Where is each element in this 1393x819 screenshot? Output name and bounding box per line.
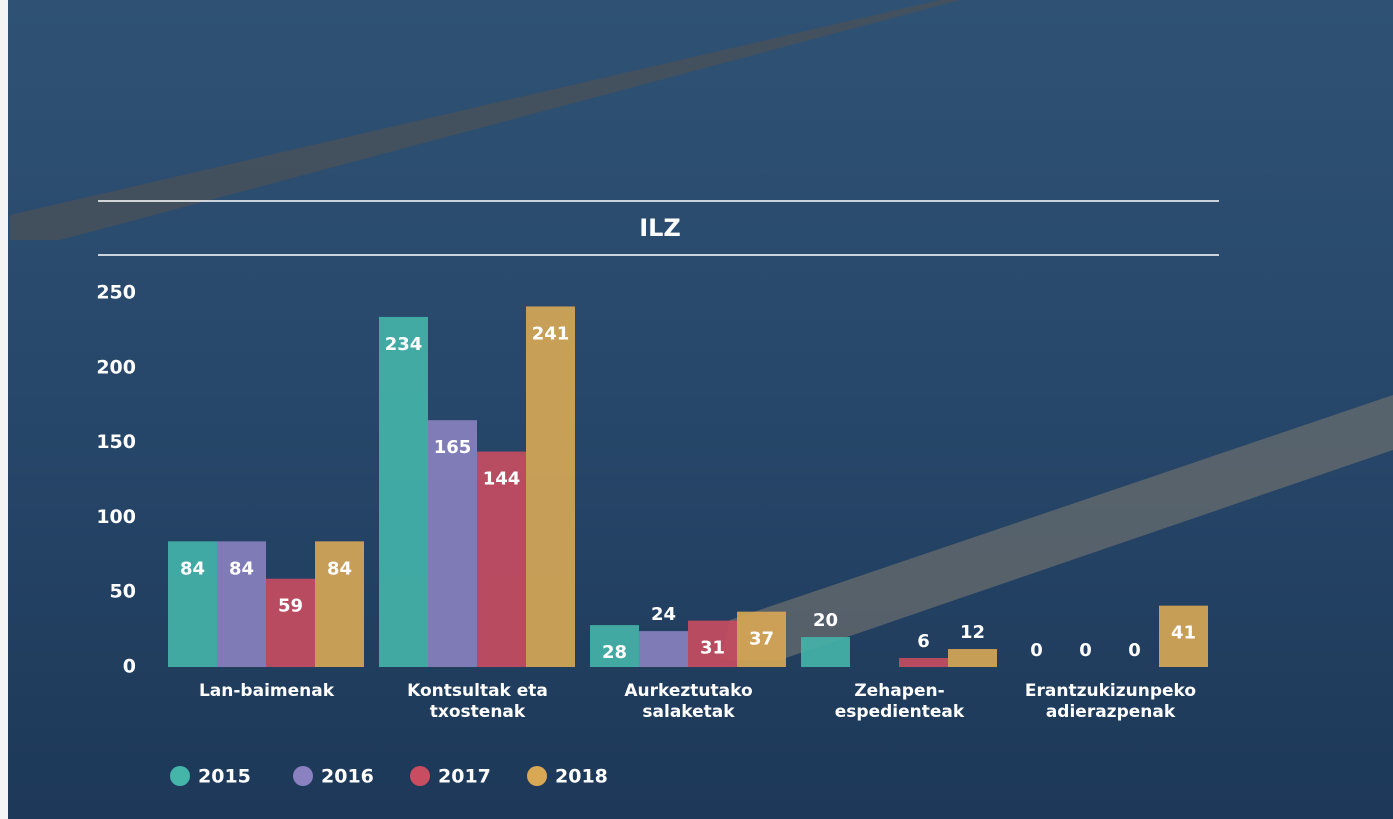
legend-swatch [410, 766, 430, 786]
bar [737, 611, 786, 667]
value-label: 20 [813, 610, 838, 631]
value-label: 84 [229, 558, 254, 579]
bar [217, 541, 266, 667]
legend-swatch [527, 766, 547, 786]
bar [428, 420, 477, 667]
value-label: 84 [327, 558, 352, 579]
x-tick-label: Aurkeztutako salaketak [624, 681, 753, 722]
bar [801, 637, 850, 667]
value-label: 12 [960, 622, 985, 643]
value-label: 41 [1171, 623, 1196, 644]
chart-title: ILZ [639, 214, 681, 242]
value-label: 144 [483, 469, 521, 490]
value-label: 0 [1128, 640, 1141, 661]
bar [168, 541, 217, 667]
value-label: 165 [434, 437, 472, 458]
value-label: 31 [700, 638, 725, 659]
legend-label: 2017 [438, 766, 491, 788]
y-tick-label: 250 [96, 282, 136, 304]
bar [266, 578, 315, 667]
value-label: 28 [602, 642, 627, 663]
x-tick-label: Zehapen-espedienteak [834, 681, 965, 722]
x-tick-label: Lan-baimenak [198, 681, 335, 701]
x-tick-label: Erantzukizunpeko adierazpenak [1024, 681, 1197, 722]
value-label: 0 [1079, 640, 1092, 661]
y-tick-label: 0 [123, 656, 136, 678]
bar [948, 649, 997, 667]
legend-label: 2015 [198, 766, 251, 788]
y-tick-label: 50 [110, 581, 136, 603]
bar [1159, 605, 1208, 667]
bar [590, 625, 639, 667]
bar [379, 316, 428, 667]
edge [0, 0, 8, 819]
y-tick-label: 100 [96, 506, 136, 528]
value-label: 0 [1030, 640, 1043, 661]
legend-label: 2018 [555, 766, 608, 788]
bar [315, 541, 364, 667]
value-label: 6 [917, 631, 930, 652]
value-label: 84 [180, 558, 205, 579]
bar [526, 306, 575, 667]
jetty [720, 395, 1393, 660]
jetty [10, 0, 960, 240]
y-tick-label: 200 [96, 356, 136, 378]
legend-swatch [293, 766, 313, 786]
value-label: 37 [749, 629, 774, 650]
value-label: 241 [532, 323, 570, 344]
bar [639, 631, 688, 667]
y-tick-label: 150 [96, 431, 136, 453]
bar [477, 451, 526, 667]
value-label: 59 [278, 596, 303, 617]
legend-label: 2016 [321, 766, 374, 788]
value-label: 234 [385, 334, 423, 355]
bar [688, 620, 737, 667]
x-tick-label: Kontsultak eta txostenak [407, 681, 548, 722]
legend-swatch [170, 766, 190, 786]
bar [899, 658, 948, 667]
value-label: 24 [651, 604, 676, 625]
